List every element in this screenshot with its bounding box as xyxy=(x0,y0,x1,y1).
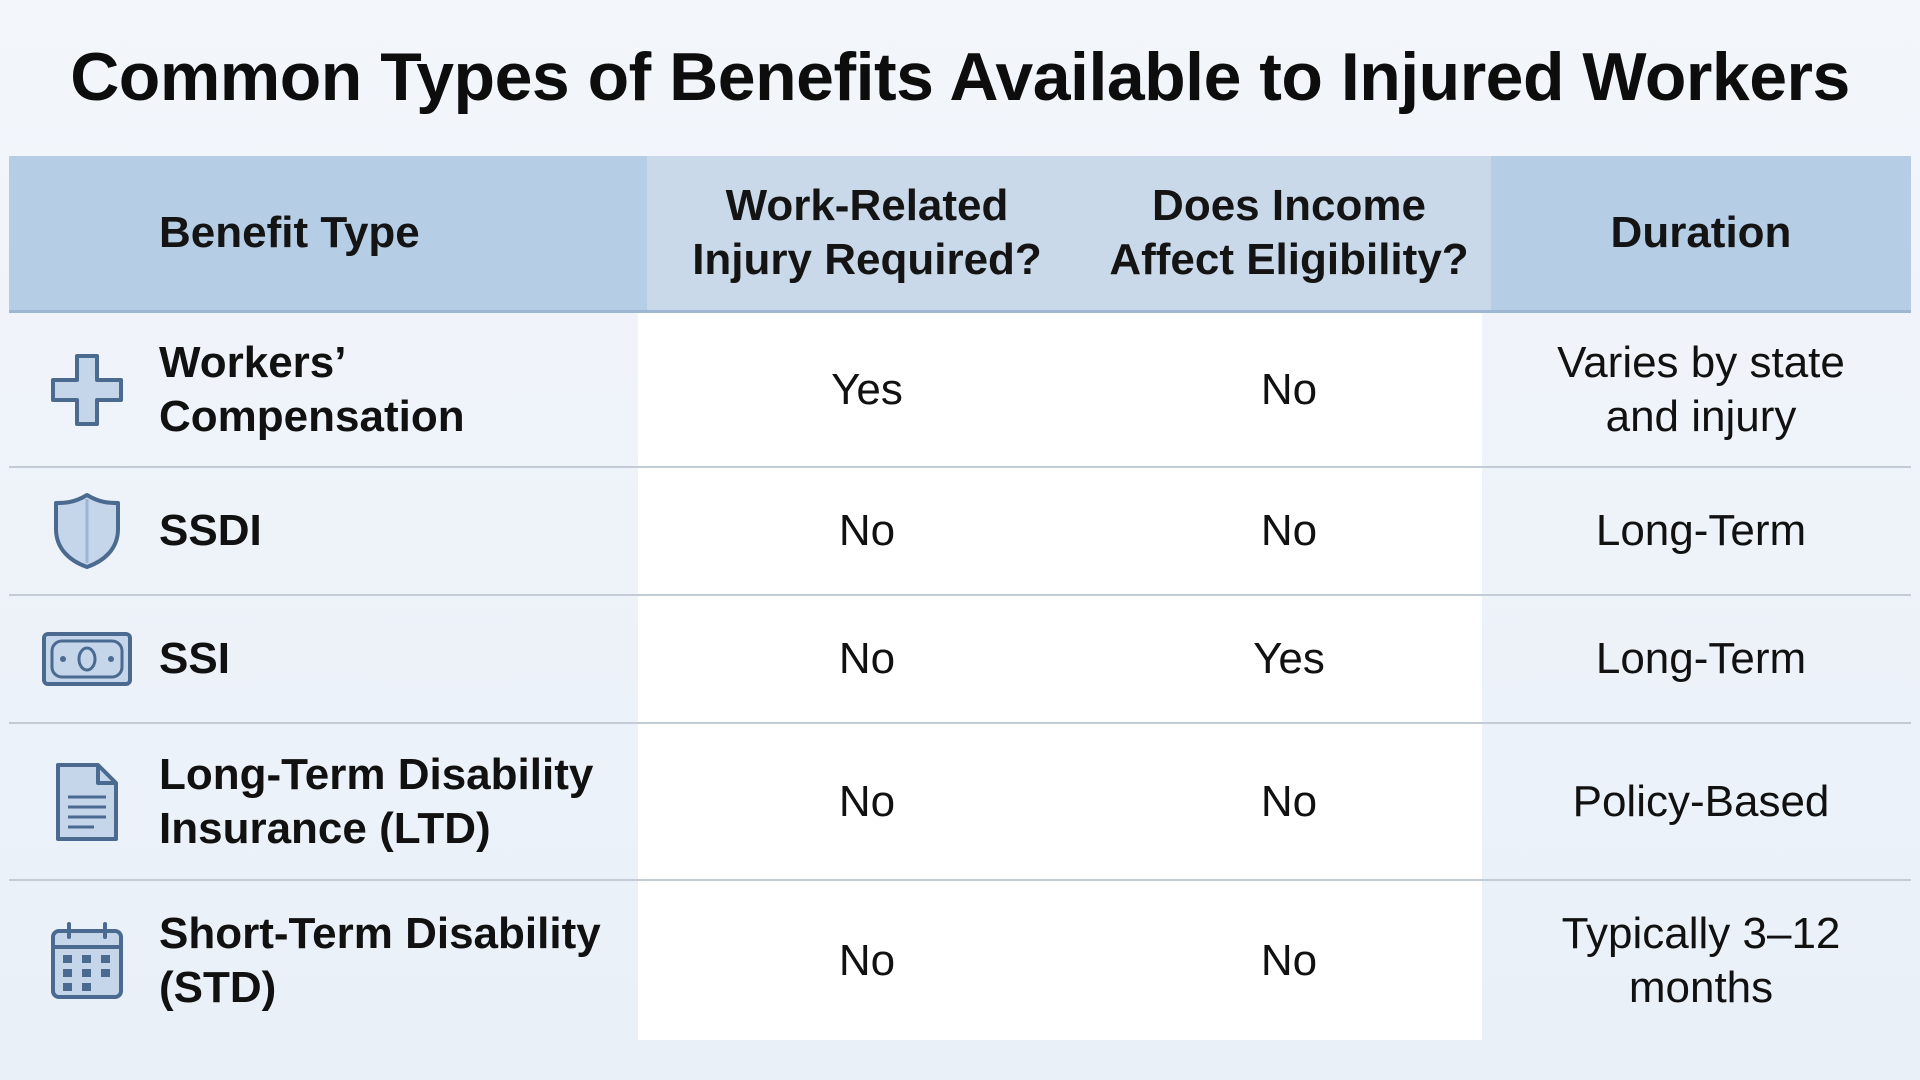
duration-value: Long-Term xyxy=(1595,506,1807,555)
benefit-name-line1: Workers’ xyxy=(159,337,347,387)
header-center-shade xyxy=(647,156,1491,310)
header-benefit-type: Benefit Type xyxy=(159,208,420,257)
header-work-related-line2: Injury Required? xyxy=(692,235,1042,284)
duration-line1: Varies by state xyxy=(1557,337,1845,387)
duration-value: Typically 3–12 months xyxy=(1491,881,1911,1040)
cash-bill-icon xyxy=(37,596,137,722)
table-row: SSI No Yes Long-Term xyxy=(9,596,1911,724)
table-row: Workers’ Compensation Yes No Varies by s… xyxy=(9,313,1911,468)
page-title: Common Types of Benefits Available to In… xyxy=(70,39,1850,115)
duration-value: Varies by state and injury xyxy=(1491,313,1911,466)
benefits-table: Benefit Type Work-Related Injury Require… xyxy=(9,156,1911,1040)
header-income-affects: Does Income Affect Eligibility? xyxy=(1087,156,1491,310)
income-affects-value: No xyxy=(1260,935,1318,985)
work-related-value: No xyxy=(838,634,896,683)
benefit-name-line2: Insurance (LTD) xyxy=(159,803,491,853)
table-header: Benefit Type Work-Related Injury Require… xyxy=(9,156,1911,313)
table-row: SSDI No No Long-Term xyxy=(9,468,1911,596)
table-row: Long-Term Disability Insurance (LTD) No … xyxy=(9,724,1911,881)
work-related-value: No xyxy=(838,935,896,985)
benefit-name-line1: SSI xyxy=(159,634,230,683)
duration-value: Policy-Based xyxy=(1572,776,1830,826)
medical-cross-icon xyxy=(37,313,137,466)
benefit-name-line2: (STD) xyxy=(159,962,277,1012)
benefit-name: Long-Term Disability Insurance (LTD) xyxy=(159,724,639,879)
benefit-name: SSDI xyxy=(159,468,639,594)
work-related-value: No xyxy=(838,776,896,826)
income-affects-value: No xyxy=(1260,776,1318,826)
duration-value: Long-Term xyxy=(1595,634,1807,683)
calendar-icon xyxy=(37,881,137,1040)
work-related-value: Yes xyxy=(831,364,903,414)
duration-line1: Typically 3–12 xyxy=(1561,908,1841,958)
benefit-name-line1: Long-Term Disability xyxy=(159,749,594,799)
work-related-value: No xyxy=(838,506,896,555)
header-income-affects-line1: Does Income xyxy=(1152,181,1426,230)
income-affects-value: No xyxy=(1260,364,1318,414)
income-affects-value: Yes xyxy=(1253,634,1325,683)
header-work-related: Work-Related Injury Required? xyxy=(647,156,1087,310)
benefit-name: SSI xyxy=(159,596,639,722)
document-icon xyxy=(37,724,137,879)
shield-icon xyxy=(37,468,137,594)
header-income-affects-line2: Affect Eligibility? xyxy=(1109,235,1469,284)
header-duration: Duration xyxy=(1610,208,1792,257)
table-row: Short-Term Disability (STD) No No Typica… xyxy=(9,881,1911,1040)
duration-line2: months xyxy=(1628,962,1774,1012)
benefit-name-line2: Compensation xyxy=(159,391,465,441)
header-work-related-line1: Work-Related xyxy=(725,181,1009,230)
benefit-name-line1: Short-Term Disability xyxy=(159,908,601,958)
benefit-name: Workers’ Compensation xyxy=(159,313,639,466)
benefit-name-line1: SSDI xyxy=(159,506,262,555)
benefit-name: Short-Term Disability (STD) xyxy=(159,881,639,1040)
duration-line2: and injury xyxy=(1605,391,1797,441)
income-affects-value: No xyxy=(1260,506,1318,555)
